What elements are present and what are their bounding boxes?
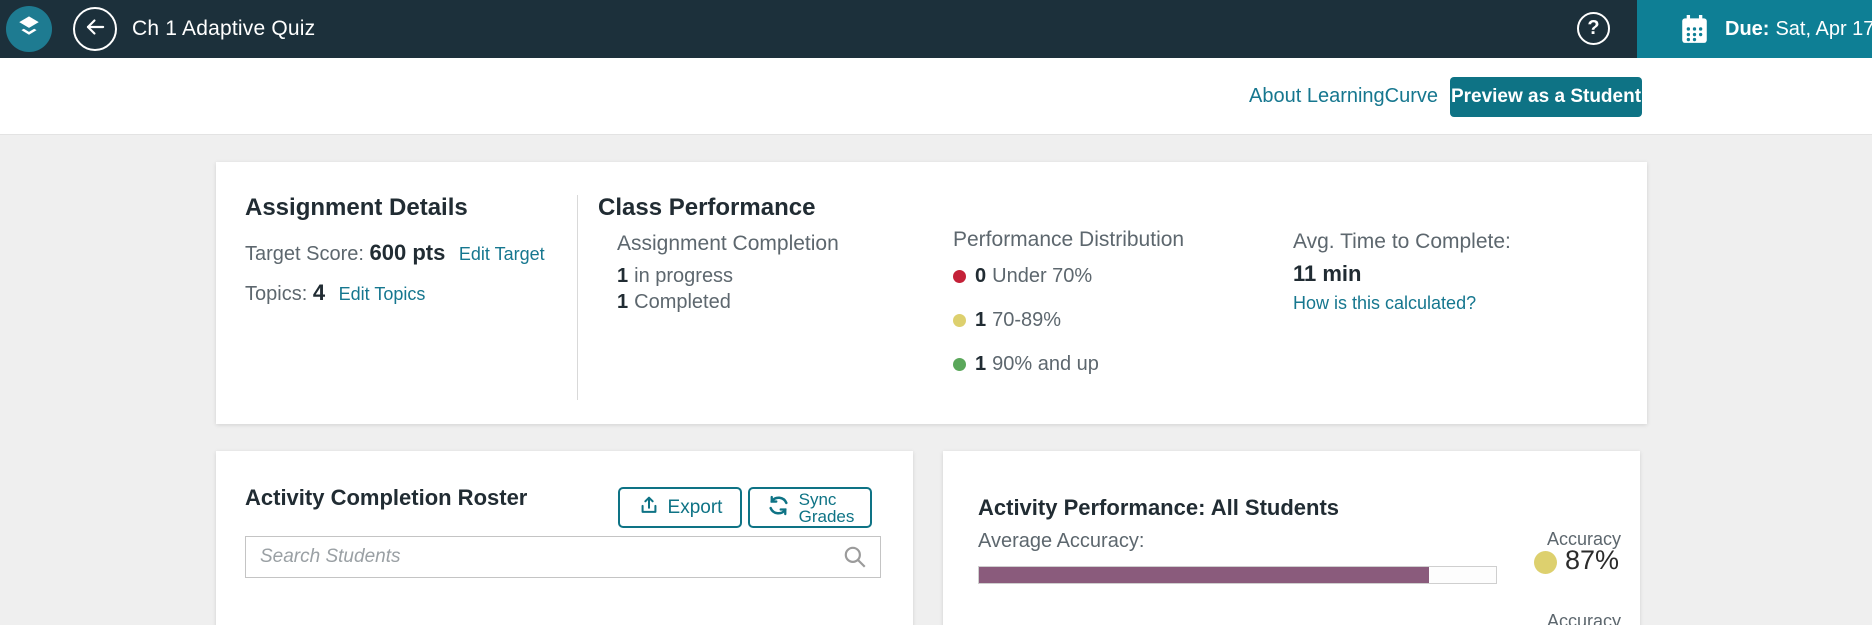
edit-target-link[interactable]: Edit Target	[458, 244, 545, 264]
distribution-row-70-89: 1 70-89%	[953, 309, 1061, 332]
due-label: Due:	[1725, 17, 1770, 40]
search-students-input[interactable]	[246, 537, 842, 577]
sync-grades-button[interactable]: Sync Grades	[748, 487, 872, 528]
search-icon	[842, 544, 868, 570]
average-accuracy-label: Average Accuracy:	[978, 530, 1145, 552]
accuracy-progress-track	[978, 566, 1497, 584]
due-date-value: Sat, Apr 17	[1775, 17, 1872, 40]
topics-row: Topics: 4 Edit Topics	[245, 280, 425, 306]
topics-value: 4	[312, 280, 326, 305]
accuracy-level-dot	[1534, 551, 1557, 574]
target-score-row: Target Score: 600 pts Edit Target	[245, 240, 545, 266]
activity-performance-card: Activity Performance: All Students Avera…	[943, 451, 1640, 625]
90-up-count: 1	[975, 353, 987, 375]
back-button[interactable]	[73, 7, 117, 51]
search-students-field	[245, 536, 881, 578]
avg-time-heading: Avg. Time to Complete:	[1293, 230, 1511, 253]
target-score-label: Target Score:	[245, 243, 364, 265]
under-70-count: 0	[975, 265, 987, 287]
topics-label: Topics:	[245, 283, 308, 305]
yellow-status-dot	[953, 314, 966, 327]
export-button[interactable]: Export	[618, 487, 742, 528]
in-progress-count: 1	[617, 265, 629, 287]
top-bar: Ch 1 Adaptive Quiz ?	[0, 0, 1872, 58]
layers-logo-icon	[16, 14, 42, 45]
summary-card: Assignment Details Target Score: 600 pts…	[216, 162, 1647, 424]
avg-time-value: 11 min	[1293, 261, 1362, 286]
90-up-label: 90% and up	[992, 353, 1099, 375]
sync-icon	[766, 493, 791, 523]
due-date-block[interactable]: Due: Sat, Apr 17	[1637, 0, 1872, 58]
calendar-icon	[1681, 14, 1708, 44]
sync-grades-label: Sync Grades	[799, 491, 855, 525]
in-progress-label: in progress	[634, 265, 734, 287]
about-learningcurve-link[interactable]: About LearningCurve	[1249, 85, 1439, 107]
red-status-dot	[953, 270, 966, 283]
how-calculated-link[interactable]: How is this calculated?	[1293, 293, 1477, 313]
due-date-text: Due: Sat, Apr 17	[1725, 18, 1872, 41]
sub-header: About LearningCurve Preview as a Student	[0, 58, 1872, 135]
completed-label: Completed	[634, 291, 731, 313]
back-arrow-icon	[82, 14, 108, 45]
under-70-label: Under 70%	[992, 265, 1093, 287]
accuracy-column-label: Accuracy	[1547, 529, 1622, 549]
app-logo	[6, 6, 52, 52]
roster-heading: Activity Completion Roster	[245, 485, 528, 510]
70-89-count: 1	[975, 309, 987, 331]
completion-in-progress-row: 1 in progress	[617, 265, 733, 288]
question-mark-icon: ?	[1587, 17, 1600, 39]
edit-topics-link[interactable]: Edit Topics	[338, 284, 426, 304]
assignment-completion-heading: Assignment Completion	[617, 232, 839, 255]
class-performance-heading: Class Performance	[598, 194, 816, 221]
target-score-value: 600 pts	[369, 240, 446, 265]
accuracy-value: 87%	[1565, 545, 1620, 575]
preview-as-student-button[interactable]: Preview as a Student	[1450, 77, 1642, 117]
accuracy-label-cutoff: Accuracy	[1547, 611, 1622, 625]
assignment-details-heading: Assignment Details	[245, 194, 468, 221]
page-title: Ch 1 Adaptive Quiz	[132, 17, 316, 40]
distribution-row-90-up: 1 90% and up	[953, 353, 1099, 376]
performance-distribution-heading: Performance Distribution	[953, 228, 1185, 251]
accuracy-progress-fill	[979, 567, 1429, 583]
vertical-divider	[577, 195, 578, 400]
help-button[interactable]: ?	[1577, 12, 1610, 45]
export-label: Export	[667, 496, 723, 518]
sync-label-line1: Sync	[798, 489, 837, 509]
70-89-label: 70-89%	[992, 309, 1062, 331]
export-upload-icon	[638, 494, 660, 522]
sync-label-line2: Grades	[798, 506, 855, 526]
activity-performance-heading: Activity Performance: All Students	[978, 495, 1340, 520]
distribution-row-under-70: 0 Under 70%	[953, 265, 1092, 288]
activity-completion-roster-card: Activity Completion Roster Export Sync	[216, 451, 913, 625]
completion-completed-row: 1 Completed	[617, 291, 731, 314]
green-status-dot	[953, 358, 966, 371]
completed-count: 1	[617, 291, 629, 313]
